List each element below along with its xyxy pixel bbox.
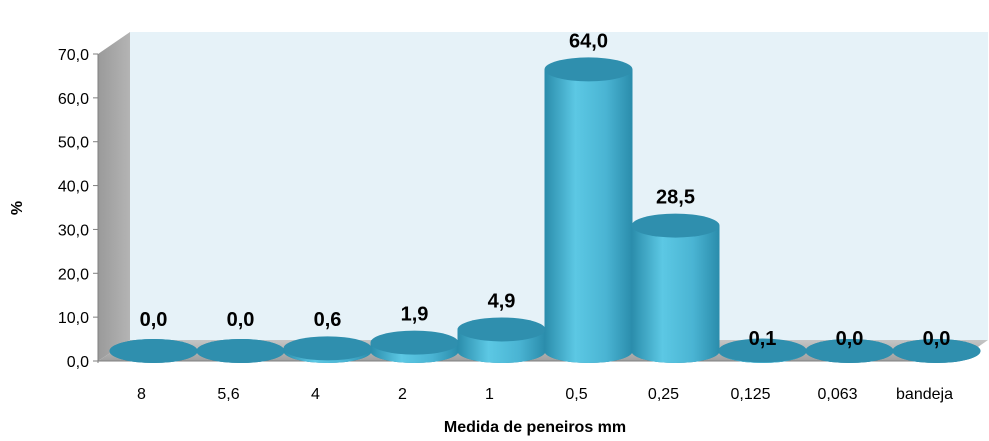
y-tick-label: 30,0: [58, 222, 89, 239]
bar: [371, 331, 459, 363]
data-label: 0,6: [314, 309, 342, 331]
bar: [545, 57, 633, 363]
x-tick-label: 1: [485, 386, 494, 403]
x-tick-label: 0,5: [565, 386, 587, 403]
data-label: 4,9: [488, 290, 516, 312]
bar-top: [197, 339, 285, 363]
bar-top: [284, 336, 372, 360]
x-tick-label: 8: [137, 386, 146, 403]
bar-bottom: [632, 339, 720, 363]
x-axis-title: Medida de peneiros mm: [444, 419, 626, 436]
bar: [632, 214, 720, 363]
y-tick-label: 60,0: [58, 91, 89, 108]
bar-bottom: [458, 339, 546, 363]
data-label: 0,0: [836, 328, 864, 350]
bar: [284, 336, 372, 363]
y-tick-label: 70,0: [58, 47, 89, 64]
bar-bottom: [545, 339, 633, 363]
bar-top: [110, 339, 198, 363]
data-label: 0,0: [923, 328, 951, 350]
x-tick-label: 5,6: [217, 386, 239, 403]
bar-top: [545, 57, 633, 81]
data-label: 64,0: [569, 30, 608, 52]
bar: [458, 317, 546, 363]
y-tick-label: 50,0: [58, 135, 89, 152]
bar-top: [458, 317, 546, 341]
data-label: 0,0: [140, 309, 168, 331]
x-tick-label: 2: [398, 386, 407, 403]
x-tick-label: 0,25: [648, 386, 679, 403]
bar: [197, 339, 285, 363]
y-tick-label: 10,0: [58, 310, 89, 327]
y-tick-label: 20,0: [58, 266, 89, 283]
x-tick-label: bandeja: [896, 386, 953, 403]
data-label: 0,0: [227, 309, 255, 331]
data-label: 1,9: [401, 304, 429, 326]
y-tick-label: 0,0: [67, 354, 89, 371]
bar-body: [545, 69, 633, 351]
bar-top: [371, 331, 459, 355]
data-label: 0,1: [749, 328, 777, 350]
x-tick-label: 0,063: [817, 386, 857, 403]
bar-top: [632, 214, 720, 238]
bar: [110, 339, 198, 363]
side-wall: [98, 32, 130, 361]
x-tick-label: 0,125: [730, 386, 770, 403]
bar-body: [632, 226, 720, 351]
x-tick-label: 4: [311, 386, 320, 403]
y-axis-title: %: [9, 201, 26, 215]
data-label: 28,5: [656, 187, 695, 209]
y-tick-label: 40,0: [58, 179, 89, 196]
